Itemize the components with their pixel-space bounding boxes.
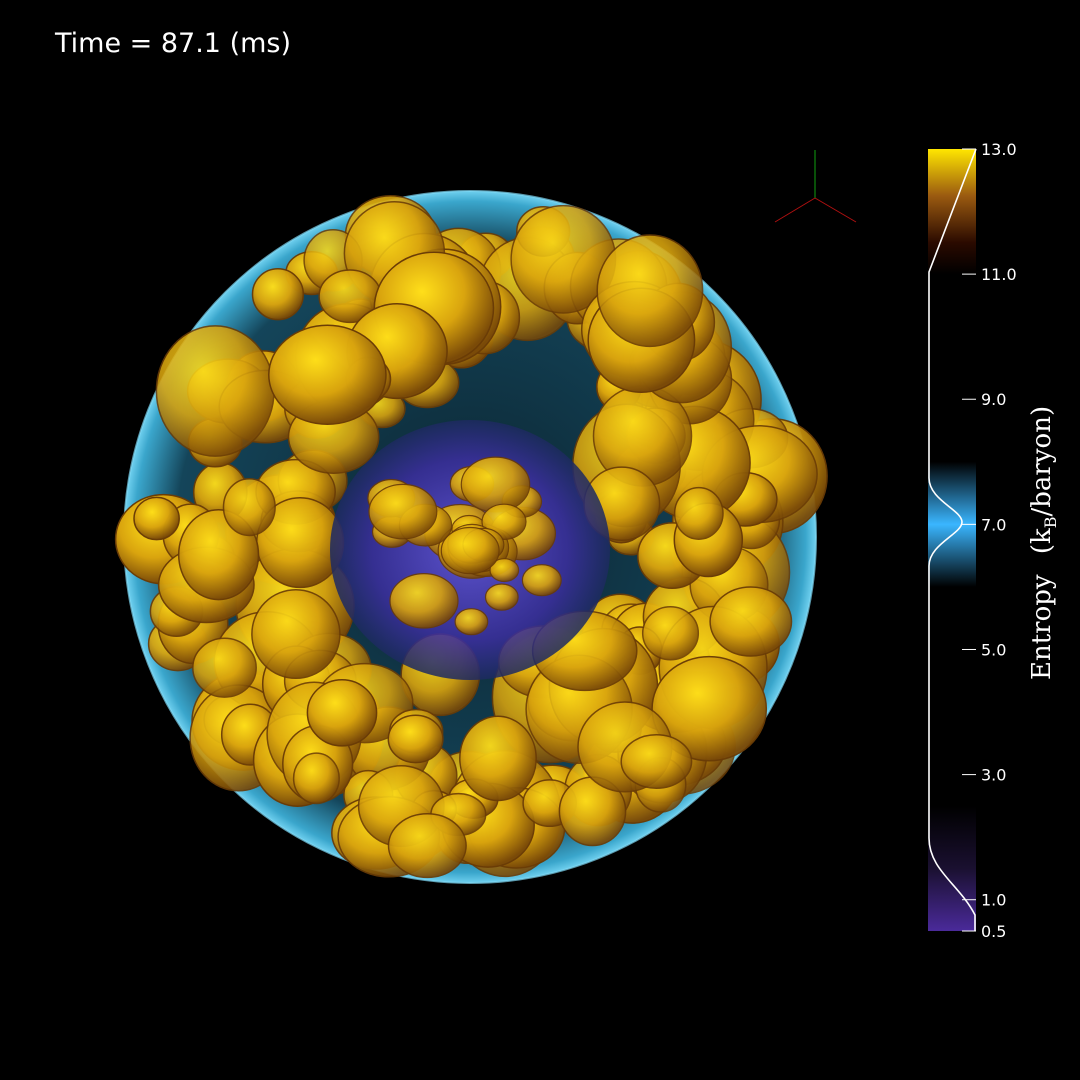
colorbar-gradient (928, 149, 976, 931)
inner-plume-blob (454, 608, 489, 636)
plume-blob (155, 325, 275, 457)
plume-blob (673, 486, 724, 540)
colorbar-title-unit-close: /baryon) (1027, 406, 1057, 517)
plume-blob (268, 324, 387, 426)
plume-blob (192, 637, 257, 698)
plume-blob (251, 268, 305, 321)
colorbar-ticks: 13.0 11.0 9.0 7.0 5.0 3.0 1.0 0.5 (962, 140, 1017, 941)
plume-blob (641, 605, 700, 661)
inner-plume-blob (489, 558, 520, 583)
colorbar-tick-label: 5.0 (981, 640, 1006, 659)
time-label: Time = 87.1 (ms) (55, 28, 291, 59)
inner-plume-cluster (367, 456, 562, 636)
plume-blob (387, 813, 467, 879)
colorbar-tick-label: 0.5 (981, 922, 1006, 941)
plume-blob (387, 714, 444, 764)
plume-blob (620, 734, 693, 789)
plume-blob (222, 477, 276, 537)
plume-blob (133, 496, 180, 541)
plume-blob (251, 588, 341, 680)
colorbar-title: Entropy (kB/baryon) (1027, 406, 1060, 680)
colorbar-title-main: Entropy (1027, 574, 1057, 680)
colorbar-tick-label: 3.0 (981, 766, 1006, 785)
inner-plume-blob (484, 583, 519, 611)
colorbar-title-unit-sub: B (1041, 516, 1060, 528)
inner-plume-blob (460, 456, 531, 513)
colorbar-tick-label: 13.0 (981, 140, 1017, 159)
colorbar-tick-label: 7.0 (981, 515, 1006, 534)
colorbar-tick-label: 9.0 (981, 390, 1006, 409)
axis-x-line-right (814, 197, 857, 223)
inner-plume-blob (521, 564, 562, 597)
plume-blob (459, 715, 537, 802)
inner-plume-blob (389, 572, 459, 629)
plume-blob (292, 752, 340, 805)
colorbar-tick-label: 11.0 (981, 265, 1017, 284)
opacity-curve (928, 148, 977, 931)
plume-blob (709, 586, 793, 657)
orientation-axes (774, 150, 857, 223)
plume-blob (651, 655, 768, 762)
colorbar-title-unit-open: (k (1027, 528, 1057, 554)
colorbar: 13.0 11.0 9.0 7.0 5.0 3.0 1.0 0.5 Entropy (kB/b… (928, 140, 1060, 941)
plume-blob (596, 234, 704, 348)
axis-x-line-left (774, 197, 816, 223)
plume-cluster (114, 195, 828, 879)
colorbar-tick-label: 1.0 (981, 891, 1006, 910)
inner-plume-blob (368, 483, 438, 540)
plume-blob (306, 678, 378, 747)
inner-plume-blob (440, 526, 500, 575)
